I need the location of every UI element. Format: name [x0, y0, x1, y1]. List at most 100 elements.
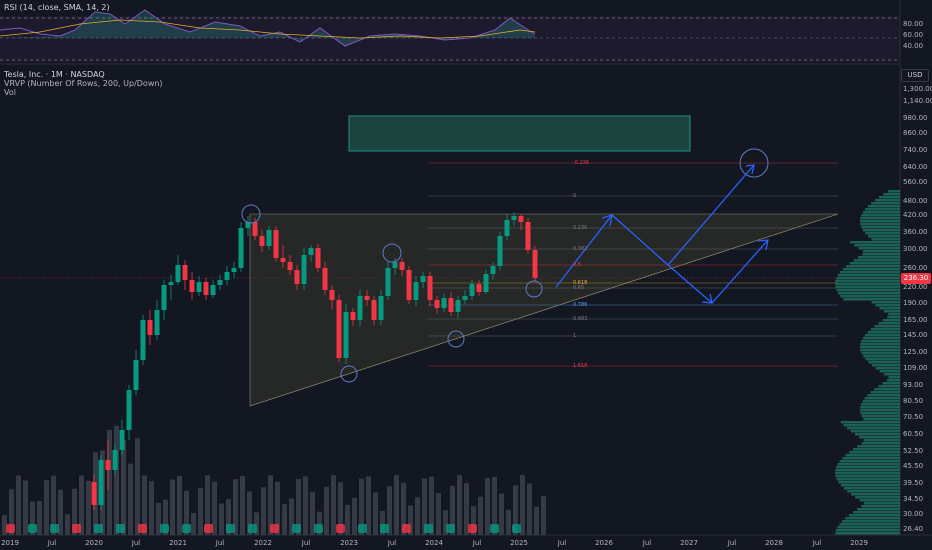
volume-bar [163, 499, 168, 535]
volume-bar [338, 482, 343, 535]
vrvp-row [861, 403, 900, 406]
vrvp-row [887, 190, 900, 193]
earnings-marker[interactable] [94, 524, 103, 533]
earnings-marker[interactable] [358, 524, 367, 533]
marker-circle-2024-low[interactable] [447, 330, 465, 348]
symbol-title[interactable]: Tesla, Inc. · 1M · NASDAQ [4, 70, 105, 79]
vrvp-row [838, 292, 900, 295]
currency-button[interactable]: USD [901, 69, 929, 82]
earnings-marker[interactable] [402, 524, 411, 533]
price-tick: 260.00 [903, 264, 928, 272]
earnings-marker[interactable] [138, 524, 147, 533]
earnings-marker[interactable] [512, 524, 521, 533]
price-tick: 52.50 [903, 447, 924, 455]
vrvp-row [867, 394, 900, 397]
vrvp-row [864, 397, 900, 400]
fib-level-label: 0.236 [573, 225, 588, 231]
volume-bar [471, 506, 476, 535]
vrvp-row [860, 409, 900, 412]
vrvp-legend[interactable]: VRVP (Number Of Rows, 200, Up/Down) [4, 79, 163, 88]
vrvp-row [857, 508, 900, 511]
price-tick: 45.50 [903, 462, 924, 470]
fib-level-label: 0.5 [573, 262, 581, 268]
earnings-marker[interactable] [28, 524, 37, 533]
volume-bar [345, 504, 350, 535]
projection-path-lower[interactable] [555, 214, 713, 304]
rsi-pane-bg [0, 16, 900, 62]
vrvp-row [886, 379, 900, 382]
projection-path-mid[interactable] [711, 239, 769, 304]
earnings-marker[interactable] [50, 524, 59, 533]
earnings-marker[interactable] [424, 524, 433, 533]
earnings-marker[interactable] [380, 524, 389, 533]
vrvp-row [861, 415, 900, 418]
earnings-marker[interactable] [226, 524, 235, 533]
candle-body [266, 230, 272, 246]
volume-bar [296, 478, 301, 535]
earnings-marker[interactable] [248, 524, 257, 533]
earnings-marker[interactable] [314, 524, 323, 533]
marker-circle-high[interactable] [241, 204, 261, 224]
vrvp-row [840, 421, 900, 424]
candlesticks [91, 212, 538, 510]
price-tick: 70.50 [903, 413, 924, 421]
vrvp-row [837, 463, 900, 466]
vrvp-row [871, 202, 900, 205]
vrvp-row [846, 265, 900, 268]
earnings-marker[interactable] [490, 524, 499, 533]
vrvp-row [865, 232, 900, 235]
marker-circle-target[interactable] [739, 148, 769, 178]
rsi-legend[interactable]: RSI (14, close, SMA, 14, 2) [4, 3, 110, 12]
earnings-marker[interactable] [336, 524, 345, 533]
earnings-marker[interactable] [270, 524, 279, 533]
candle-body [350, 312, 356, 320]
vrvp-row [843, 424, 900, 427]
price-tick: 300.00 [903, 245, 928, 253]
vrvp-row [862, 400, 900, 403]
volume-bar [401, 482, 406, 535]
volume-bar [65, 514, 70, 535]
volume-legend[interactable]: Vol [4, 88, 16, 97]
volume-bar [541, 496, 546, 535]
vrvp-row [875, 304, 900, 307]
candle-body [413, 282, 419, 300]
arrow-head-2 [745, 164, 755, 175]
volume-bar [282, 504, 287, 535]
price-tick: 39.50 [903, 479, 924, 487]
earnings-marker[interactable] [292, 524, 301, 533]
price-tick: 980.00 [903, 114, 928, 122]
vrvp-row [853, 259, 900, 262]
earnings-marker[interactable] [204, 524, 213, 533]
earnings-marker[interactable] [116, 524, 125, 533]
marker-circle-current[interactable] [525, 280, 543, 298]
volume-bar [275, 481, 280, 535]
earnings-marker[interactable] [182, 524, 191, 533]
earnings-markers[interactable] [6, 524, 521, 533]
candle-body [406, 270, 412, 300]
vrvp-row [861, 214, 900, 217]
volume-bar [352, 497, 357, 535]
fibonacci-retracement[interactable] [428, 162, 838, 367]
marker-circle-low[interactable] [340, 365, 358, 383]
vrvp-row [861, 226, 900, 229]
earnings-marker[interactable] [446, 524, 455, 533]
volume-bar [156, 502, 161, 535]
target-zone-rectangle[interactable] [348, 115, 691, 152]
vrvp-row [855, 496, 900, 499]
candle-body [490, 266, 496, 274]
projection-path-upper[interactable] [667, 164, 755, 266]
price-tick: 109.00 [903, 364, 928, 372]
price-tick: 1,140.00 [903, 97, 932, 105]
vrvp-row [849, 451, 900, 454]
earnings-marker[interactable] [6, 524, 15, 533]
candle-body [126, 390, 132, 430]
volume-bar [240, 476, 245, 535]
earnings-marker[interactable] [160, 524, 169, 533]
volume-bar [254, 512, 259, 535]
earnings-marker[interactable] [468, 524, 477, 533]
earnings-marker[interactable] [72, 524, 81, 533]
marker-circle-mid[interactable] [382, 243, 402, 263]
candle-body [329, 290, 335, 300]
